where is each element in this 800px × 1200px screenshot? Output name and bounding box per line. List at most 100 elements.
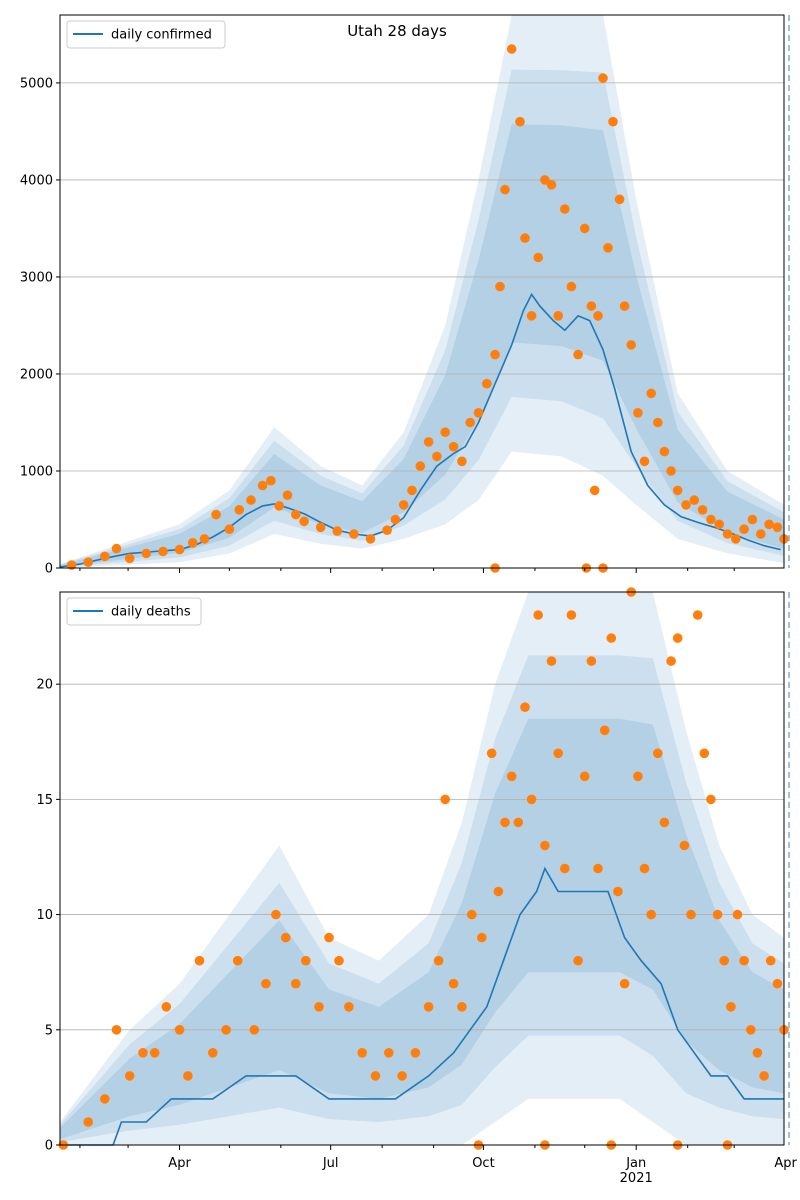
ytick-label-deaths-4: 20 [36,678,53,693]
point-deaths-34 [467,909,477,920]
point-deaths-43 [533,610,543,620]
point-confirmed-42 [520,233,530,243]
point-deaths-16 [271,909,281,920]
point-deaths-35 [477,932,487,943]
point-deaths-73 [732,909,743,920]
point-confirmed-58 [614,194,625,205]
point-deaths-33 [457,1002,467,1012]
point-confirmed-6 [158,546,168,557]
point-confirmed-5 [141,548,152,559]
point-deaths-58 [633,771,643,782]
point-confirmed-33 [457,456,467,467]
point-confirmed-36 [482,378,492,389]
legend-confirmed: daily confirmed [66,20,226,49]
point-deaths-64 [672,633,683,643]
point-confirmed-24 [382,525,392,535]
point-deaths-45 [546,656,557,666]
point-deaths-28 [410,1048,421,1058]
confidence-bands-confirmed [60,15,784,568]
point-deaths-18 [291,978,301,989]
point-confirmed-41 [515,116,525,127]
point-confirmed-11 [224,524,235,534]
point-deaths-3 [111,1025,122,1035]
point-confirmed-66 [666,466,676,476]
point-confirmed-67 [672,485,683,496]
xtick-label-3-0: Jan [625,1156,646,1171]
legend-box-confirmed [66,20,226,49]
point-confirmed-37 [490,349,500,360]
point-confirmed-64 [653,417,663,428]
point-confirmed-26 [398,500,409,510]
band-confirmed-0 [60,15,784,568]
point-deaths-46 [553,748,563,759]
legend-label-deaths: daily deaths [111,605,191,620]
point-deaths-5 [138,1048,148,1058]
point-confirmed-30 [432,451,442,462]
point-deaths-61 [653,748,663,759]
point-confirmed-49 [566,281,577,292]
line-deaths [60,866,784,1146]
ytick-label-deaths-3: 15 [36,793,53,808]
ytick-label-deaths-0: 0 [45,1139,53,1154]
xtick-label-4-0: Apr [774,1156,797,1171]
axes-frame-confirmed [59,14,785,569]
point-deaths-25 [370,1071,381,1081]
point-deaths-19 [301,955,311,966]
point-confirmed-53 [589,485,600,496]
point-confirmed-31 [440,427,451,438]
confirmed-chart-panel: 0 1000 2000 3000 4000 5000 Utah 28 days daily… [20,14,790,577]
point-confirmed-76 [747,514,758,525]
point-confirmed-39 [500,184,510,195]
point-confirmed-52 [586,301,597,311]
point-confirmed-62 [639,456,650,467]
point-deaths-2 [100,1094,110,1104]
point-confirmed-77 [756,529,766,539]
point-confirmed-12 [234,505,245,515]
point-confirmed-54 [593,311,603,321]
point-deaths-47 [560,863,570,874]
point-deaths-7 [161,1002,172,1012]
point-deaths-75 [746,1025,756,1035]
point-confirmed-46 [546,180,557,190]
ytick-label-deaths-1: 5 [45,1023,53,1038]
point-deaths-77 [759,1071,769,1081]
point-deaths-65 [679,840,690,851]
point-confirmed-68 [681,500,691,510]
point-deaths-74 [739,955,749,966]
band-deaths-2 [60,718,784,1140]
point-confirmed-38 [495,281,505,292]
point-deaths-66 [686,909,696,920]
point-deaths-9 [183,1071,193,1081]
point-confirmed-29 [423,437,434,447]
series-daily-confirmed [59,292,781,568]
point-deaths-22 [334,955,344,966]
point-deaths-27 [397,1071,407,1081]
point-deaths-38 [500,817,510,828]
point-deaths-10 [194,955,205,966]
point-deaths-4 [124,1071,135,1081]
point-confirmed-61 [633,408,643,418]
point-deaths-72 [726,1002,736,1012]
point-confirmed-60 [626,340,636,350]
point-deaths-78 [765,955,776,966]
xtick-label-2-0: Oct [472,1156,494,1171]
point-deaths-11 [208,1048,218,1058]
point-confirmed-16 [274,501,285,511]
point-confirmed-28 [415,461,426,471]
point-deaths-12 [221,1025,231,1035]
ytick-label-confirmed-0: 0 [45,562,53,577]
chart-title: Utah 28 days [347,22,447,40]
xtick-label-0-0: Apr [168,1156,191,1171]
point-deaths-44 [540,840,550,851]
point-deaths-48 [566,610,577,620]
point-confirmed-20 [315,522,326,533]
point-confirmed-14 [257,480,268,491]
point-confirmed-4 [124,553,135,564]
point-confirmed-75 [739,524,749,534]
point-deaths-37 [493,886,504,897]
point-deaths-8 [174,1025,185,1035]
plot-area-confirmed [60,15,784,568]
point-confirmed-55 [598,73,608,83]
point-deaths-69 [706,794,716,805]
